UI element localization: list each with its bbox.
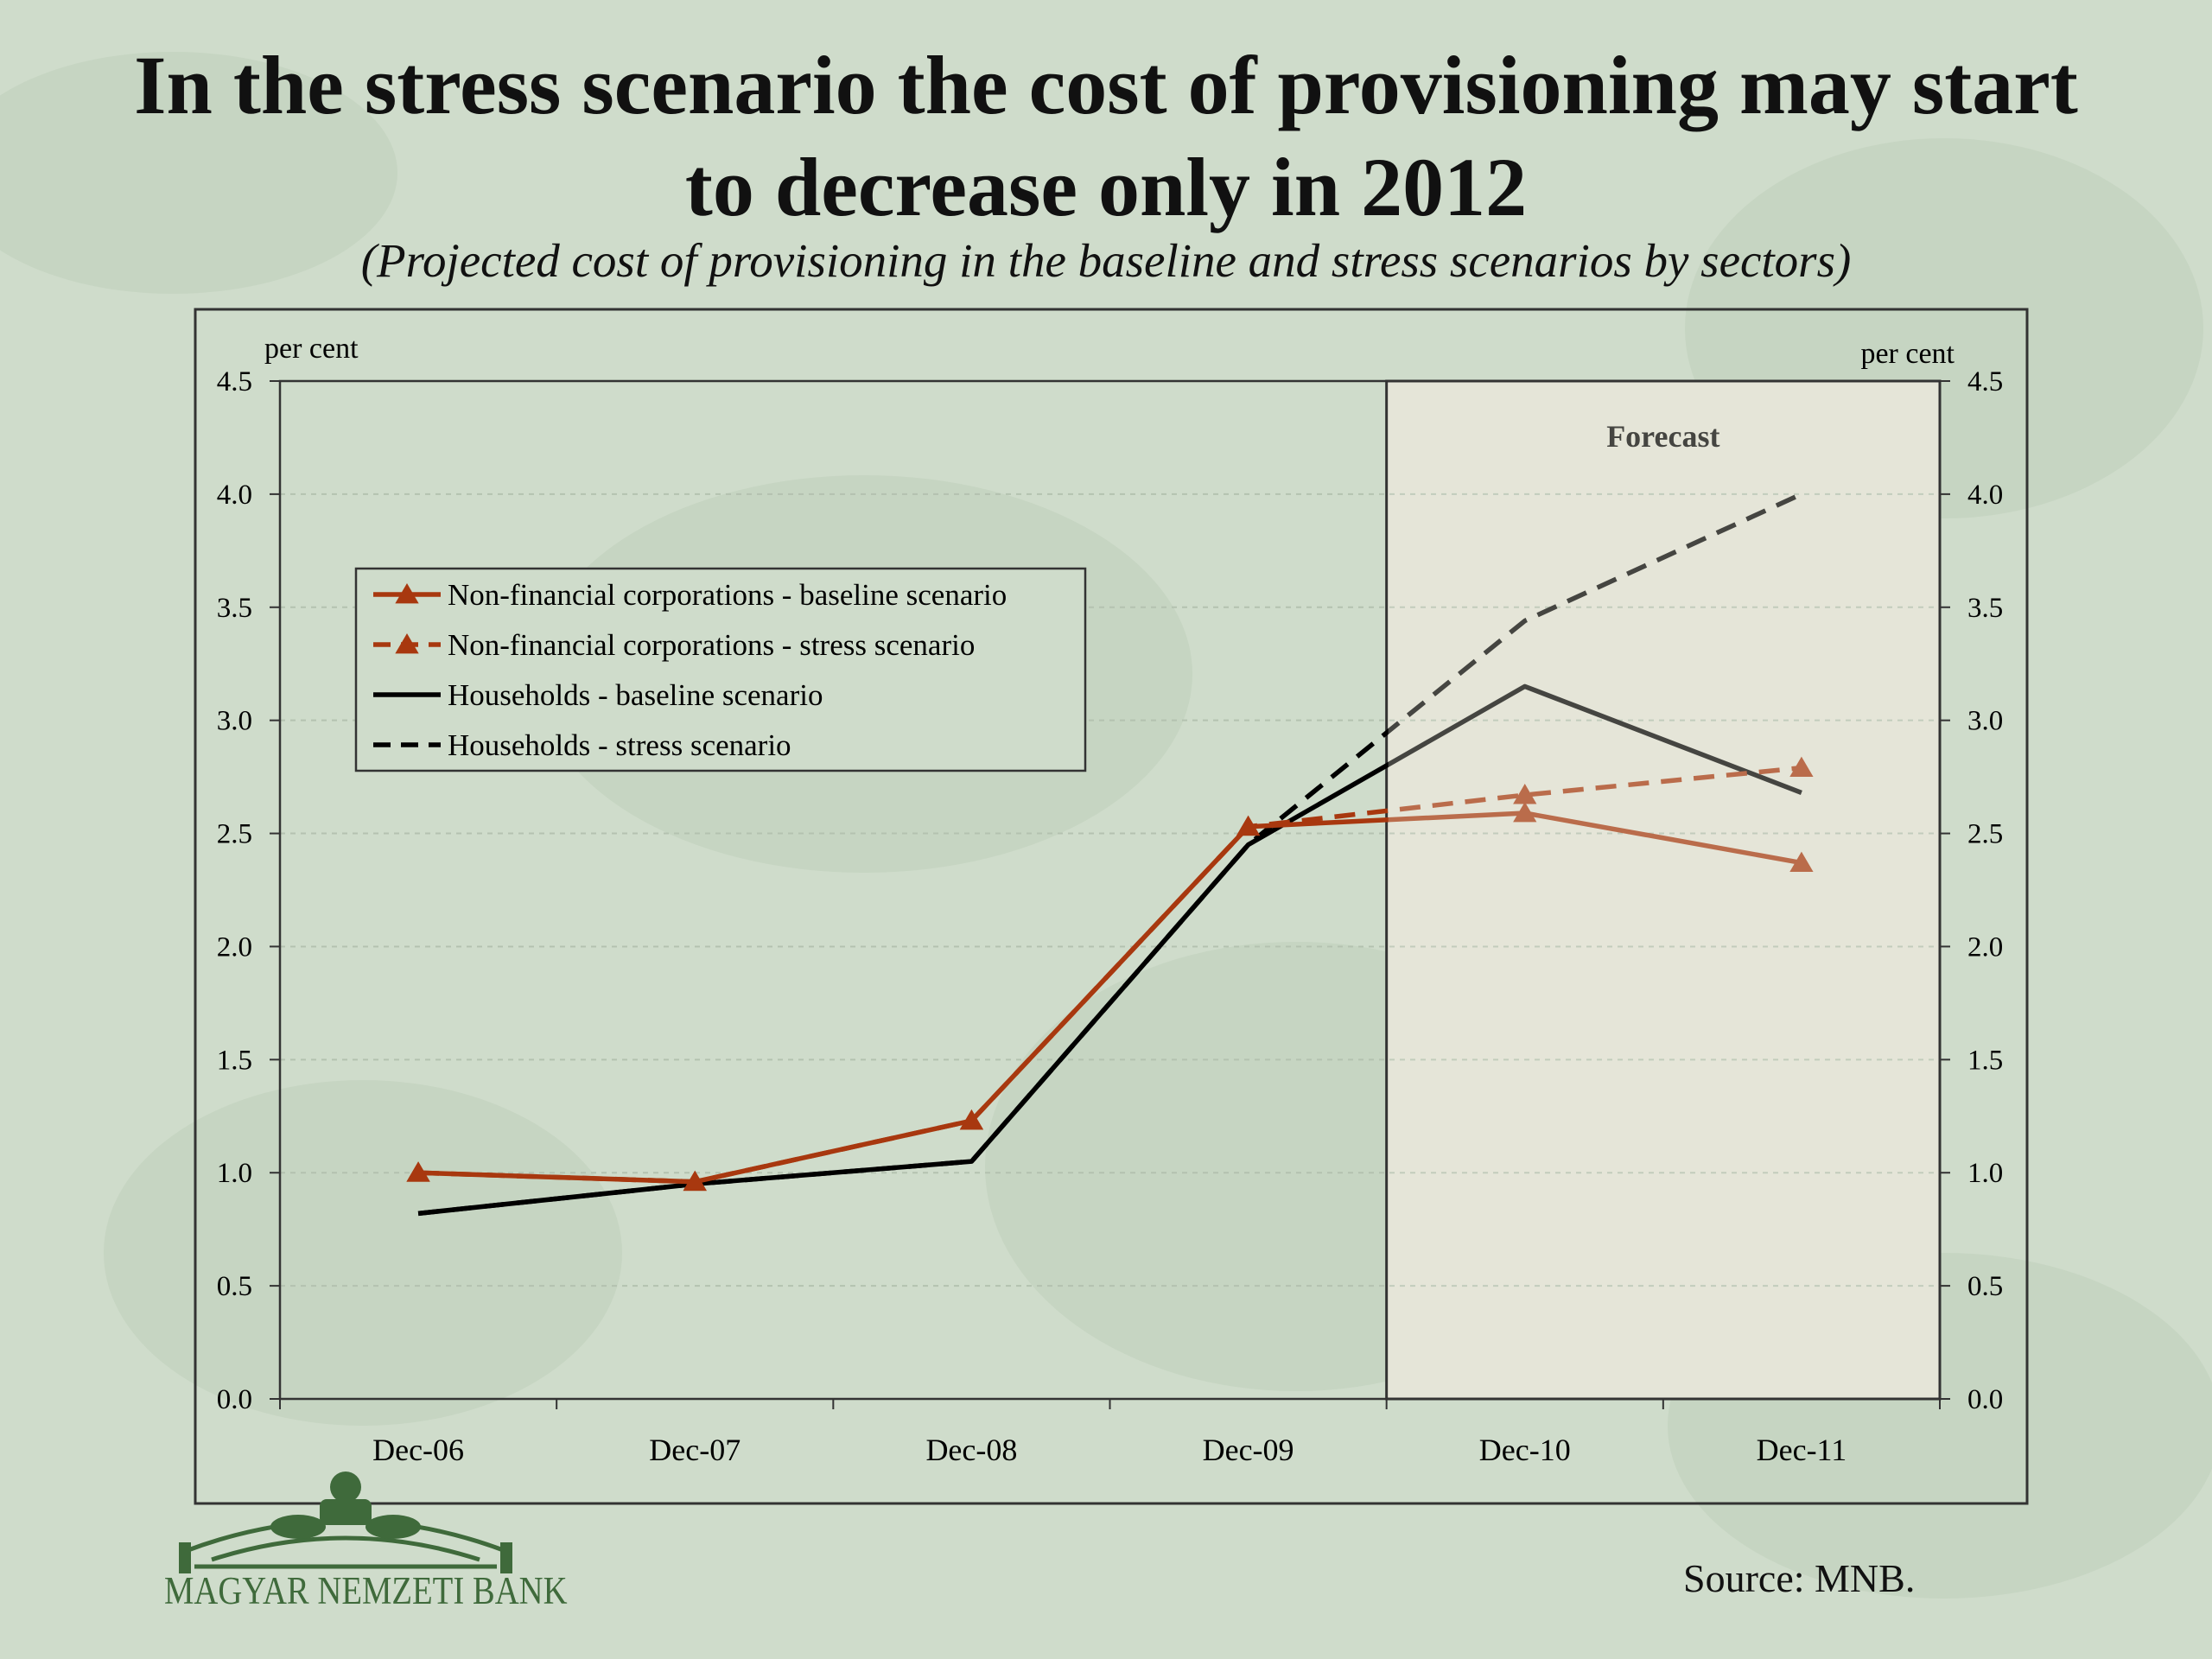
y-axis-right-label: per cent: [1860, 338, 1955, 370]
data-point: [406, 1161, 430, 1182]
forecast-fade: [1388, 383, 1938, 1397]
y-tick-label: 3.5: [217, 593, 252, 624]
series-layer: [406, 492, 1814, 1217]
y-tick-label: 2.5: [217, 819, 252, 850]
x-tick-label: Dec-08: [925, 1433, 1017, 1467]
x-tick-label: Dec-10: [1479, 1433, 1571, 1467]
title-line-2: to decrease only in 2012: [684, 141, 1528, 233]
y-tick-label: 2.0: [217, 931, 252, 963]
y-tick-label: 1.0: [217, 1158, 252, 1189]
x-axis: Dec-06 Dec-07 Dec-08 Dec-09 Dec-10 Dec-11: [279, 1399, 1941, 1467]
y-tick-label: 1.5: [1967, 1045, 2003, 1076]
chart-subtitle: (Projected cost of provisioning in the b…: [360, 234, 1852, 287]
series-line: [417, 683, 1802, 1217]
y-tick-label: 1.0: [1967, 1158, 2003, 1189]
forecast-fade-overlay: [1388, 383, 1938, 1397]
y-axis-left-label: per cent: [264, 333, 359, 365]
y-tick-label: 3.5: [1967, 593, 2003, 624]
source-note: Source: MNB.: [1683, 1556, 1916, 1600]
chart-frame: [194, 308, 2029, 1505]
chart-title: In the stress scenario the cost of provi…: [52, 35, 2160, 238]
forecast-label: Forecast: [1606, 419, 1719, 454]
y-tick-label: 4.0: [1967, 480, 2003, 511]
y-tick-label: 0.0: [1967, 1384, 2003, 1415]
legend-marker: [395, 583, 419, 604]
legend-label: Non-financial corporations - baseline sc…: [448, 578, 1007, 612]
legend-label: Households - baseline scenario: [448, 678, 823, 712]
legend: Non-financial corporations - baseline sc…: [354, 567, 1087, 772]
title-line-1: In the stress scenario the cost of provi…: [134, 39, 2078, 131]
y-tick-label: 4.5: [217, 366, 252, 397]
x-tick-label: Dec-07: [649, 1433, 741, 1467]
y-tick-label: 0.0: [217, 1384, 252, 1415]
legend-marker: [395, 633, 419, 654]
x-tick-label: Dec-06: [372, 1433, 464, 1467]
y-tick-label: 4.0: [217, 480, 252, 511]
y-tick-label: 0.5: [1967, 1271, 2003, 1302]
y-tick-label: 2.0: [1967, 931, 2003, 963]
y-axis-right: 0.0 0.5 1.0 1.5 2.0 2.5 3.0 3.5 4.0 4.5: [1940, 366, 2003, 1415]
y-tick-label: 0.5: [217, 1271, 252, 1302]
y-tick-label: 2.5: [1967, 819, 2003, 850]
y-tick-label: 3.0: [217, 706, 252, 737]
series-line: [417, 810, 1802, 1185]
y-tick-label: 3.0: [1967, 706, 2003, 737]
y-tick-label: 1.5: [217, 1045, 252, 1076]
x-tick-label: Dec-11: [1757, 1433, 1847, 1467]
legend-label: Non-financial corporations - stress scen…: [448, 628, 975, 662]
data-point: [1236, 815, 1261, 836]
bank-logo-icon: [179, 1471, 512, 1573]
legend-label: Households - stress scenario: [448, 728, 791, 762]
data-point: [1513, 801, 1537, 823]
bank-logo-text: MAGYAR NEMZETI BANK: [164, 1569, 568, 1612]
y-tick-label: 4.5: [1967, 366, 2003, 397]
legend-box: [354, 567, 1087, 772]
data-point: [1789, 851, 1814, 872]
data-point: [1513, 784, 1537, 804]
data-point: [1789, 756, 1814, 778]
x-tick-label: Dec-09: [1203, 1433, 1294, 1467]
data-point: [959, 1109, 984, 1130]
data-point: [683, 1170, 707, 1192]
y-axis-left: 0.0 0.5 1.0 1.5 2.0 2.5 3.0 3.5 4.0 4.5: [217, 366, 280, 1415]
